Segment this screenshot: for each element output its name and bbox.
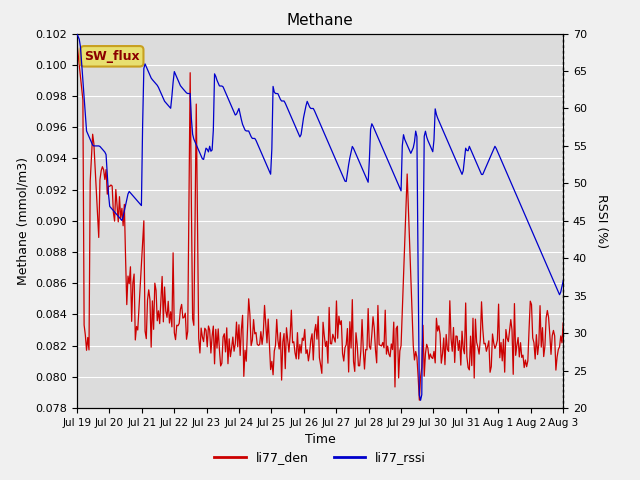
X-axis label: Time: Time — [305, 433, 335, 446]
Y-axis label: RSSI (%): RSSI (%) — [595, 194, 608, 248]
Title: Methane: Methane — [287, 13, 353, 28]
Legend: li77_den, li77_rssi: li77_den, li77_rssi — [209, 446, 431, 469]
Text: SW_flux: SW_flux — [84, 50, 140, 63]
Y-axis label: Methane (mmol/m3): Methane (mmol/m3) — [17, 157, 29, 285]
